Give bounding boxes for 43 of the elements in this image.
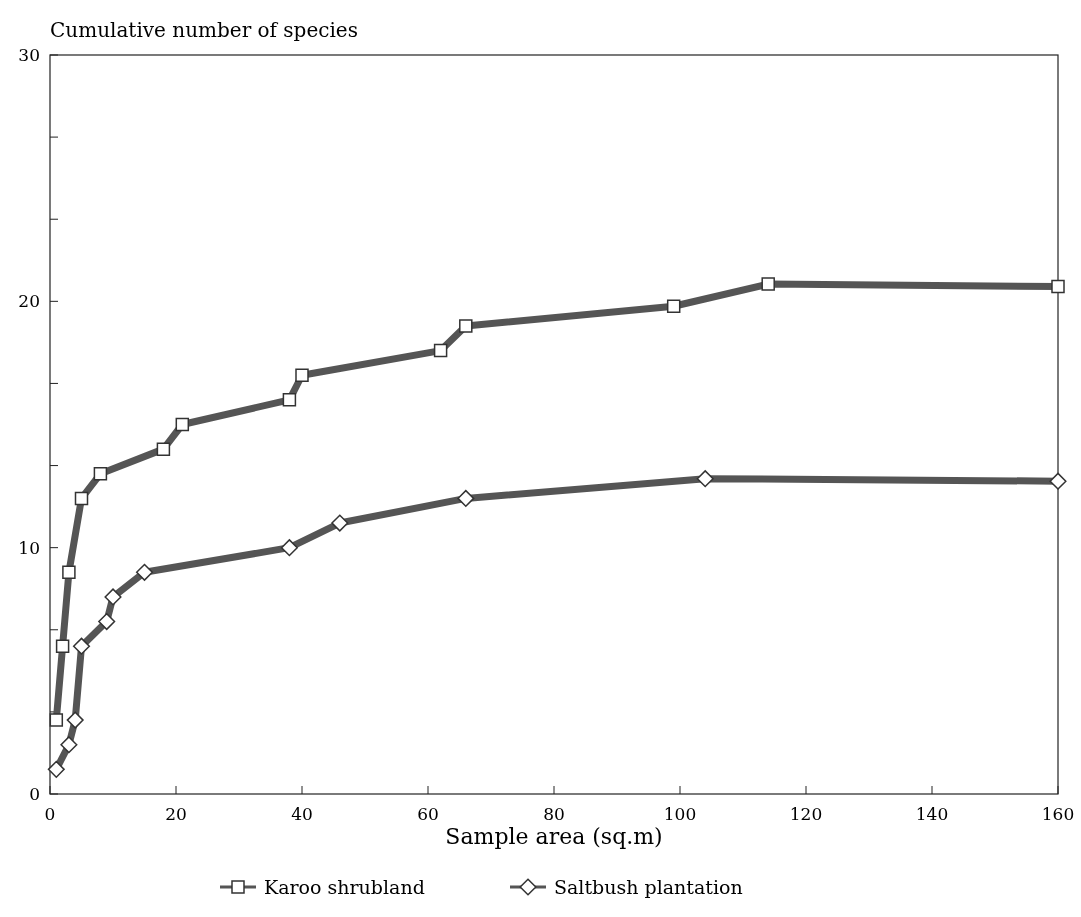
point [282,393,297,407]
point [47,760,65,778]
y-tick-label: 10 [18,537,40,558]
x-tick-label: 120 [789,804,823,824]
y-tick-label: 30 [18,44,40,65]
x-tick-label: 140 [915,804,949,824]
x-tick-label: 20 [165,804,187,824]
y-axis-title: Cumulative number of species [50,18,358,42]
point [1049,472,1067,490]
x-tick-label: 160 [1041,804,1075,824]
point [1051,279,1065,294]
x-tick-label: 40 [291,804,313,824]
x-tick-label: 100 [663,804,697,824]
point [433,343,448,358]
point [60,736,78,754]
point [62,565,76,580]
point [66,711,84,729]
x-tick-label: 60 [417,804,439,824]
point [49,713,64,727]
point [135,563,154,581]
point [295,368,309,382]
point [74,491,89,506]
point [696,470,714,488]
legend-label: Saltbush plantation [554,875,743,898]
x-tick-label: 0 [44,804,56,824]
point [457,489,475,507]
point [98,613,116,631]
x-axis-title: Sample area (sq.m) [445,824,663,849]
point [459,319,473,333]
y-tick-label: 0 [29,783,40,804]
point [666,299,681,314]
point [156,442,171,456]
point [72,637,91,655]
point [331,514,349,532]
legend-label: Karoo shrubland [264,875,425,898]
y-tick-label: 20 [18,291,40,312]
point [761,277,775,291]
point [104,588,122,606]
point [175,417,190,432]
point [55,639,70,653]
x-tick-label: 80 [543,804,565,824]
point [280,539,298,557]
point [93,467,108,481]
